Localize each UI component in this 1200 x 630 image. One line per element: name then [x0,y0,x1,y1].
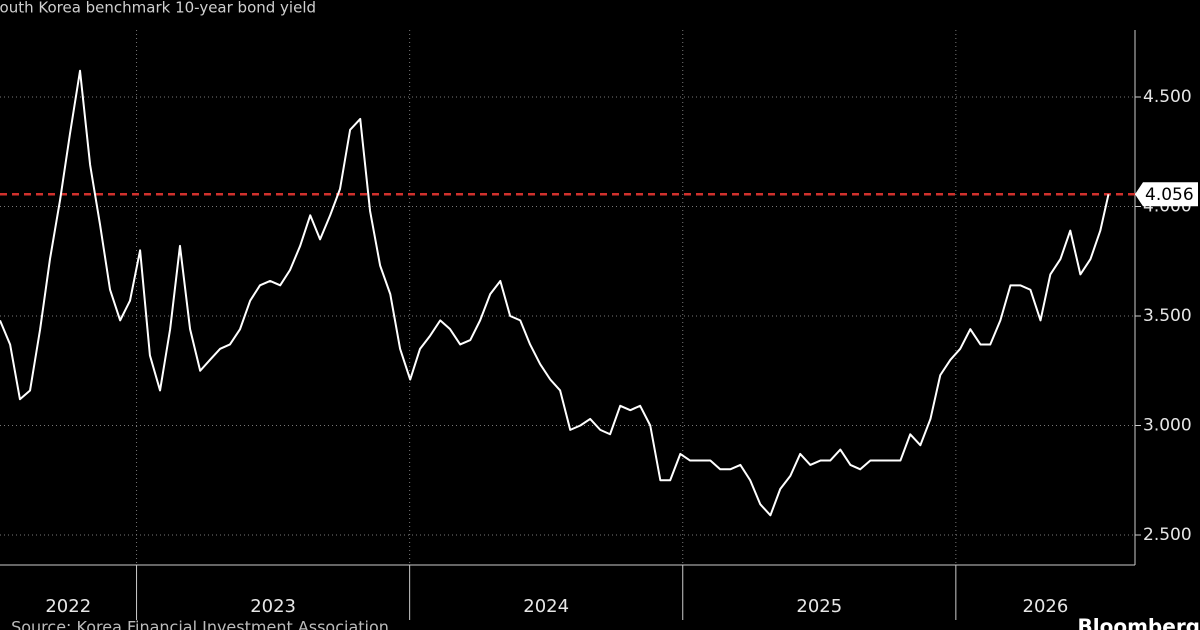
y-tick-label: 3.500 [1143,306,1192,326]
x-tick-label: 2026 [1023,596,1069,617]
y-tick-label: 2.500 [1143,525,1192,545]
source-note: Source: Korea Financial Investment Assoc… [11,618,389,630]
line-series [0,69,1110,517]
x-tick-label: 2022 [45,596,91,617]
y-tick-label: 4.500 [1143,87,1192,107]
reference-label-box [1135,182,1198,207]
x-tick-label: 2025 [796,596,842,617]
chart-title: South Korea benchmark 10-year bond yield [0,0,316,17]
reference-label: 4.056 [1145,185,1194,205]
y-tick-label: 3.000 [1143,416,1192,436]
x-tick-label: 2023 [250,596,296,617]
brand: Bloomberg [1078,615,1200,630]
x-tick-label: 2024 [523,596,569,617]
